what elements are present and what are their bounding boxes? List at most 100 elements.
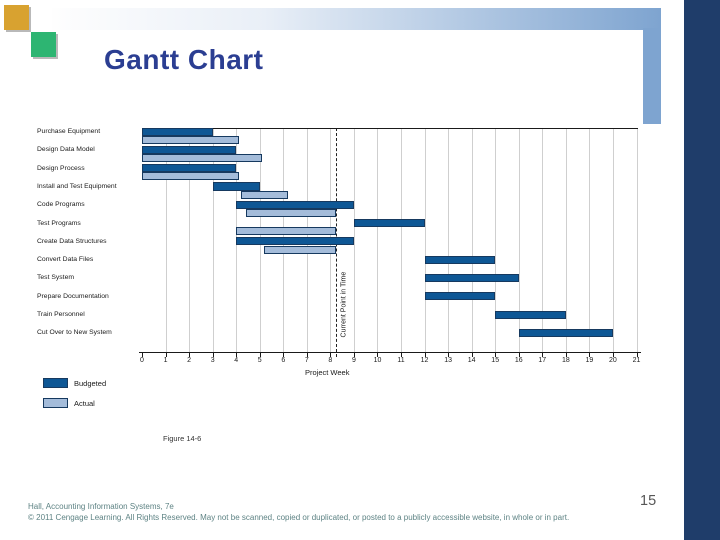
actual-bar [142, 154, 263, 163]
actual-bar [240, 190, 288, 199]
axis-tick [401, 353, 403, 357]
axis-tick-label: 7 [304, 357, 309, 364]
task-label: Design Data Model [37, 146, 95, 154]
gridline [448, 127, 450, 352]
task-label: Convert Data Files [37, 256, 94, 264]
axis-tick [259, 353, 261, 357]
axis-tick [471, 353, 473, 357]
gridline [565, 127, 567, 352]
task-label: Prepare Documentation [37, 292, 109, 300]
decoration-green-square [31, 32, 56, 57]
current-time-label: Current Point in Time [340, 271, 348, 338]
gridline [189, 127, 191, 352]
axis-tick [448, 353, 450, 357]
decoration-right-sidebar [684, 0, 720, 540]
actual-bar [142, 135, 239, 144]
axis-tick-label: 2 [187, 357, 192, 364]
axis-tick-label: 17 [538, 357, 547, 364]
x-axis-title: Project Week [305, 368, 350, 377]
legend-item-budgeted: Budgeted [43, 378, 106, 388]
axis-tick [212, 353, 214, 357]
decoration-right-stripe [643, 28, 661, 124]
axis-tick-label: 9 [351, 357, 356, 364]
task-label: Create Data Structures [37, 237, 107, 245]
gridline [353, 127, 355, 352]
axis-tick-label: 20 [609, 357, 617, 364]
gridline [518, 127, 520, 352]
task-label: Code Programs [37, 201, 85, 209]
axis-tick [495, 353, 497, 357]
axis-tick [330, 353, 332, 357]
budgeted-bar [518, 328, 613, 337]
decoration-top-band [52, 8, 661, 30]
gridline [495, 127, 497, 352]
axis-tick-label: 18 [561, 357, 570, 364]
axis-tick-label: 1 [163, 357, 168, 364]
decoration-band-corner [585, 30, 643, 82]
actual-bar [236, 227, 337, 236]
axis-tick-label: 16 [514, 357, 523, 364]
axis-tick [236, 353, 238, 357]
legend-swatch-budgeted [43, 378, 68, 388]
budgeted-bar [212, 182, 260, 191]
gridline [636, 127, 638, 352]
axis-tick-label: 0 [140, 357, 144, 364]
axis-tick [353, 353, 355, 357]
page-number: 15 [640, 493, 657, 509]
gridline [424, 127, 426, 352]
budgeted-bar [236, 200, 354, 209]
axis-tick-label: 15 [491, 357, 500, 364]
axis-tick-label: 6 [281, 357, 286, 364]
axis-tick-label: 4 [234, 357, 239, 364]
axis-tick [424, 353, 426, 357]
task-label: Purchase Equipment [37, 128, 101, 135]
axis-tick [283, 353, 285, 357]
legend-swatch-actual [43, 398, 68, 408]
axis-tick [542, 353, 544, 357]
task-label: Install and Test Equipment [37, 182, 117, 190]
axis-tick-label: 5 [257, 357, 262, 364]
axis-tick-label: 12 [420, 357, 429, 364]
gridline [165, 127, 167, 352]
axis-tick-label: 21 [632, 357, 641, 364]
axis-tick-label: 11 [397, 357, 405, 364]
task-label: Cut Over to New System [37, 329, 112, 337]
axis-tick [377, 353, 379, 357]
budgeted-bar [142, 127, 213, 136]
axis-tick-label: 3 [210, 357, 215, 364]
budgeted-bar [236, 237, 354, 246]
axis-tick [518, 353, 520, 357]
task-label: Design Process [37, 164, 85, 172]
axis-tick-label: 13 [444, 357, 452, 364]
task-label: Test Programs [37, 219, 81, 227]
budgeted-bar [424, 292, 496, 301]
budgeted-bar [495, 310, 566, 319]
footer-copyright: © 2011 Cengage Learning. All Rights Rese… [28, 513, 570, 522]
axis-tick [589, 353, 591, 357]
budgeted-bar [424, 273, 519, 283]
gridline [377, 127, 379, 352]
axis-tick-label: 19 [585, 357, 594, 364]
axis-tick [189, 353, 191, 357]
plot-top-border [142, 127, 638, 129]
x-axis-line [139, 352, 641, 353]
gridline [542, 127, 544, 352]
gridline [589, 127, 591, 352]
actual-bar [264, 245, 337, 254]
gridline [612, 127, 614, 352]
task-label: Test System [37, 274, 75, 282]
page-title: Gantt Chart [104, 44, 264, 75]
budgeted-bar [424, 255, 496, 264]
legend-item-actual: Actual [43, 398, 95, 408]
task-label: Train Personnel [37, 311, 85, 318]
budgeted-bar [142, 145, 237, 154]
budgeted-bar [353, 219, 425, 228]
axis-tick [636, 353, 638, 357]
budgeted-bar [142, 164, 237, 173]
decoration-orange-square [4, 5, 29, 30]
legend-label-budgeted: Budgeted [74, 378, 107, 388]
gridline [212, 127, 214, 352]
actual-bar [245, 208, 337, 218]
